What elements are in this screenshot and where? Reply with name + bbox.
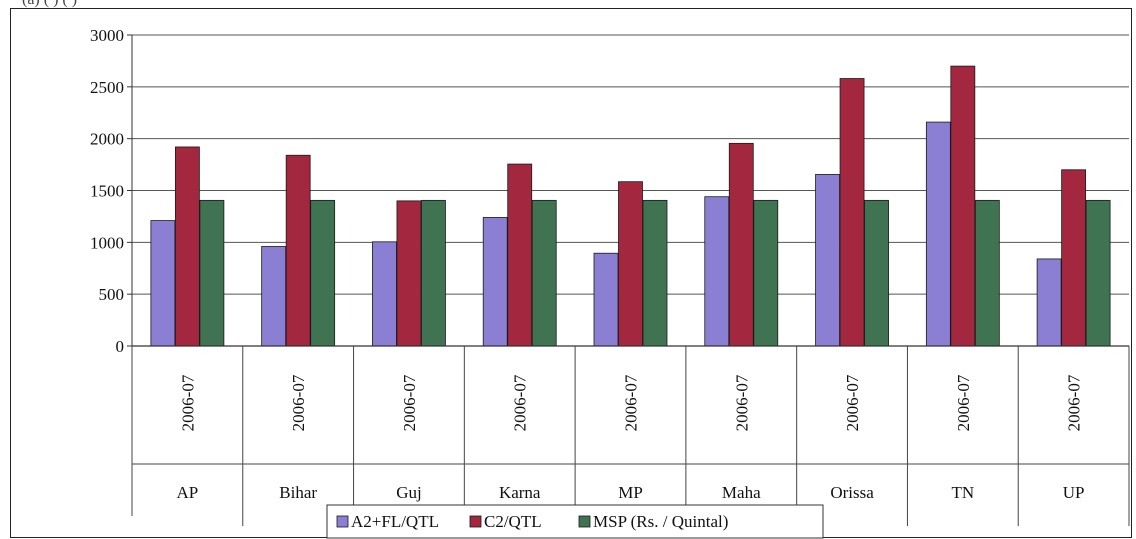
bar-msp-rs-quintal-bihar	[310, 199, 336, 347]
y-tick-label: 2000	[90, 130, 124, 149]
state-label: Orissa	[830, 483, 874, 502]
bar-c2-qtl-mp	[618, 181, 643, 347]
bar-c2-qtl-karna	[507, 163, 533, 347]
legend-label-a2-fl-qtl: A2+FL/QTL	[351, 512, 439, 531]
bar-msp-rs-quintal-up	[1085, 199, 1111, 347]
period-label: 2006-07	[289, 374, 308, 431]
chart-frame: 0 500 1000 1500 2000 2500 3000 2006-07 AP 2006-0…	[10, 8, 1132, 539]
legend-label-msp-rs-quintal: MSP (Rs. / Quintal)	[593, 512, 728, 531]
legend-swatch-msp-rs-quintal	[578, 515, 591, 528]
bar-msp-rs-quintal-tn	[974, 199, 1000, 347]
bar-a2-fl-qtl-mp	[593, 252, 619, 347]
y-tick-label: 2500	[90, 78, 124, 97]
state-label: TN	[951, 483, 974, 502]
bar-a2-fl-qtl-tn	[925, 121, 951, 347]
bar-msp-rs-quintal-mp	[642, 199, 668, 347]
legend-swatch-c2-qtl	[469, 515, 482, 528]
state-label: Bihar	[279, 483, 317, 502]
y-tick-label: 500	[99, 285, 125, 304]
y-tick-label: 0	[116, 337, 125, 356]
bar-msp-rs-quintal-karna	[531, 199, 557, 347]
category-labels: 2006-07 AP 2006-07 Bihar 2006-07 Guj 2006-07 Ka…	[131, 346, 1130, 526]
legend-label-c2-qtl: C2/QTL	[484, 512, 542, 531]
axes: 0 500 1000 1500 2000 2500 3000	[90, 26, 1129, 356]
state-label: AP	[177, 483, 199, 502]
bar-msp-rs-quintal-orissa	[864, 199, 889, 347]
period-label: 2006-07	[400, 374, 419, 431]
bar-a2-fl-qtl-bihar	[261, 246, 287, 347]
legend: A2+FL/QTL C2/QTL MSP (Rs. / Quintal)	[326, 504, 824, 539]
period-label: 2006-07	[178, 374, 197, 431]
legend-box	[326, 504, 824, 539]
period-label: 2006-07	[1065, 374, 1084, 431]
state-label: Maha	[722, 483, 761, 502]
state-label: UP	[1063, 483, 1085, 502]
bar-c2-qtl-bihar	[285, 154, 311, 347]
period-label: 2006-07	[732, 374, 751, 431]
period-label: 2006-07	[843, 374, 862, 431]
period-label: 2006-07	[954, 374, 973, 431]
period-label: 2006-07	[511, 374, 530, 431]
bar-a2-fl-qtl-guj	[372, 241, 397, 347]
bar-msp-rs-quintal-ap	[199, 199, 225, 347]
bar-msp-rs-quintal-guj	[421, 199, 446, 347]
bar-a2-fl-qtl-ap	[150, 220, 176, 347]
y-tick-label: 1000	[90, 233, 124, 252]
state-label: MP	[618, 483, 643, 502]
bar-c2-qtl-ap	[174, 146, 200, 347]
y-tick-label: 1500	[90, 182, 124, 201]
period-label: 2006-07	[622, 374, 641, 431]
bar-c2-qtl-tn	[950, 65, 976, 347]
bar-c2-qtl-orissa	[839, 78, 865, 347]
bar-a2-fl-qtl-karna	[482, 217, 508, 347]
bar-a2-fl-qtl-maha	[704, 196, 730, 347]
bar-a2-fl-qtl-orissa	[815, 174, 840, 347]
cropped-caption: (a) ( ) ( )	[22, 0, 77, 9]
bar-c2-qtl-guj	[396, 200, 422, 347]
bars	[150, 65, 1111, 347]
bar-c2-qtl-maha	[728, 142, 754, 347]
bar-c2-qtl-up	[1061, 169, 1087, 347]
bar-a2-fl-qtl-up	[1036, 258, 1062, 347]
state-label: Karna	[499, 483, 541, 502]
bar-msp-rs-quintal-maha	[753, 199, 779, 347]
state-label: Guj	[396, 483, 422, 502]
y-tick-label: 3000	[90, 26, 124, 45]
legend-swatch-a2-fl-qtl	[336, 515, 349, 528]
